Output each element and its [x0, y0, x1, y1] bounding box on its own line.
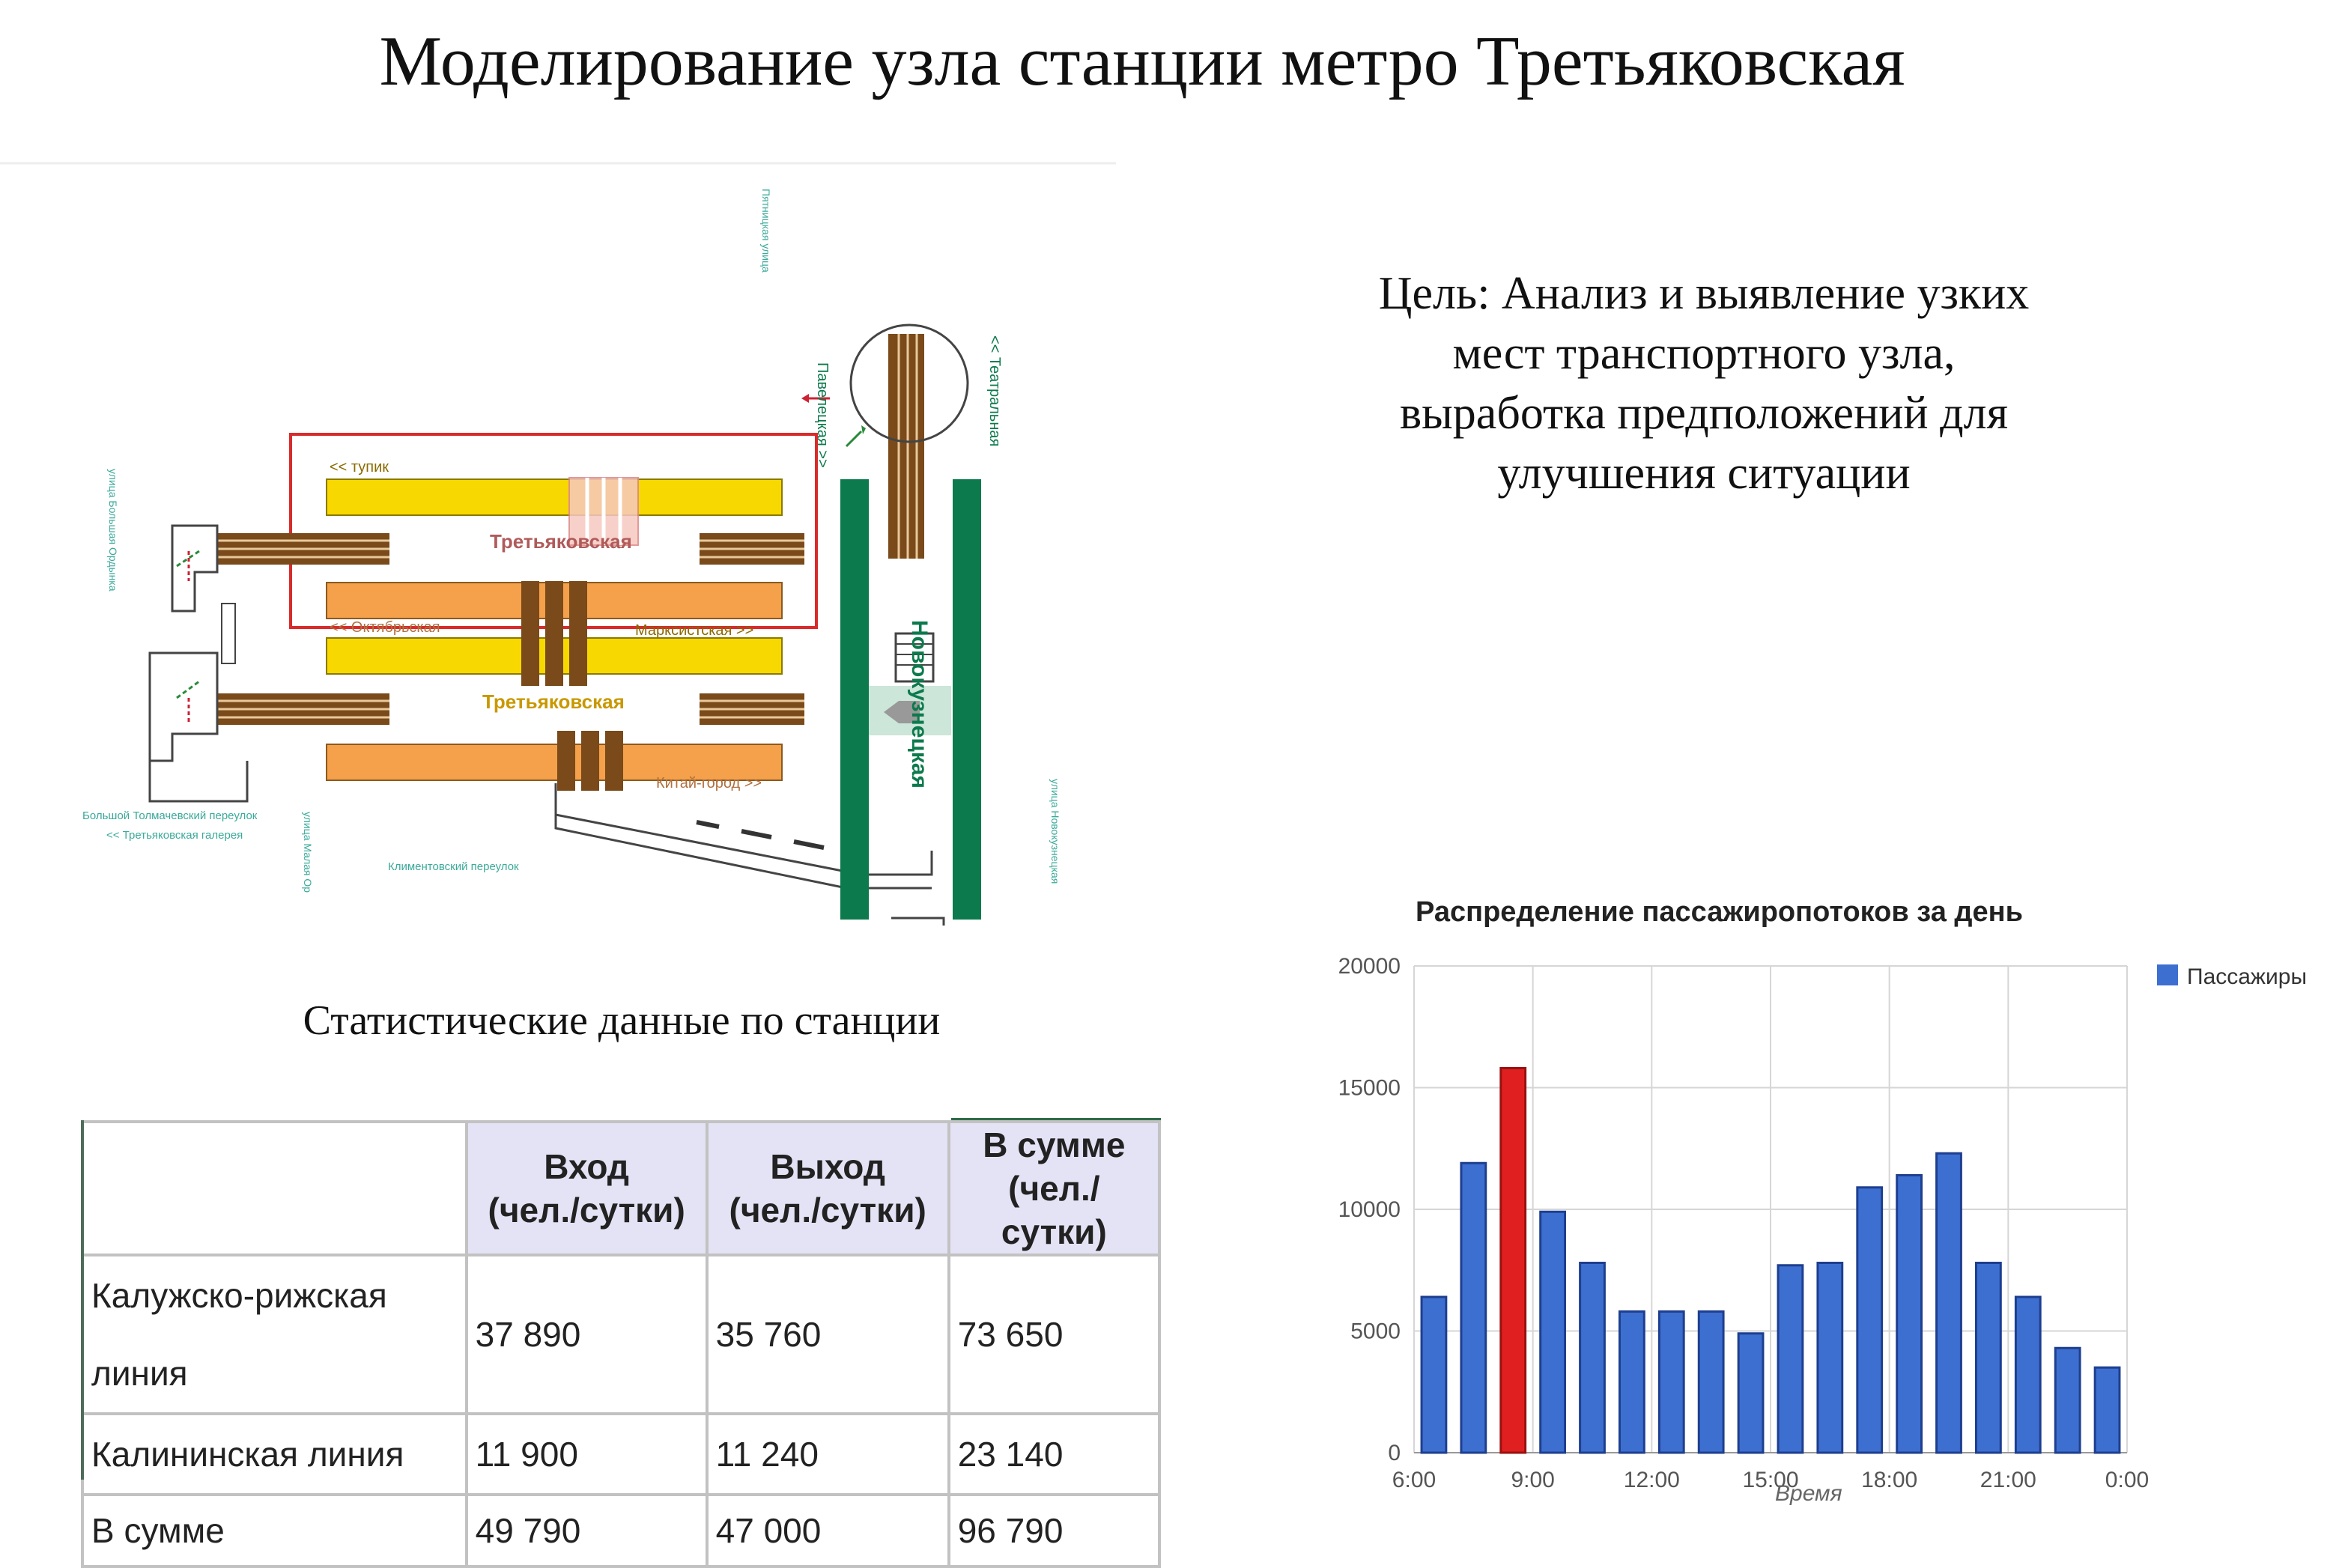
- dir-oktyabrskaya: << Октябрьская: [330, 619, 440, 636]
- column-header-out: Выход (чел./сутки): [705, 1120, 950, 1256]
- dir-tupik: << тупик: [330, 459, 389, 475]
- goal-statement: Цель: Анализ и выявление узких мест тран…: [1303, 264, 2105, 503]
- table-accent-top: [951, 1118, 1161, 1121]
- street-pyatnitskaya: Пятницкая улица: [760, 189, 772, 273]
- street-novokuznetskaya: улица Новокузнецкая: [1049, 779, 1061, 884]
- platform-green-right: [953, 479, 981, 920]
- cell-in: 37 890: [464, 1254, 709, 1415]
- chart-y-ticks: 0 5000 10000 15000 20000: [1338, 954, 1401, 1465]
- escalators-right-bottom: [700, 693, 804, 725]
- cell-sum: 96 790: [947, 1493, 1162, 1568]
- row-label: В сумме: [81, 1493, 468, 1568]
- crossing-stairs: [521, 581, 623, 791]
- goal-line: мест транспортного узла,: [1452, 328, 1956, 379]
- bar: [1935, 1152, 1962, 1454]
- chart-title: Распределение пассажиропотоков за день: [1416, 896, 2023, 928]
- x-tick-label: 9:00: [1511, 1468, 1554, 1492]
- table-row: Калужско-рижская линия 37 890 35 760 73 …: [81, 1254, 1162, 1415]
- y-tick-label: 0: [1388, 1441, 1401, 1465]
- x-tick-label: 0:00: [2105, 1468, 2149, 1492]
- table-accent-left: [81, 1120, 84, 1480]
- goal-line: улучшения ситуации: [1497, 448, 1911, 499]
- x-axis-label: Время: [1775, 1481, 1842, 1506]
- bar: [2014, 1295, 2042, 1454]
- table-row: В сумме 49 790 47 000 96 790: [81, 1493, 1162, 1568]
- slide-title: Моделирование узла станции метро Третьяк…: [379, 22, 1905, 100]
- street-malaya-ordynka: улица Малая Ор: [302, 812, 314, 893]
- cell-in: 11 900: [464, 1412, 709, 1496]
- column-header-in: Вход (чел./сутки): [464, 1120, 709, 1256]
- bar: [1856, 1186, 1884, 1454]
- bar: [1420, 1295, 1448, 1454]
- dir-kitai-gorod: Китай-город >>: [656, 775, 762, 791]
- street-bolshaya-ordynka: улица Большая Ордынка: [107, 469, 119, 592]
- bar-highlight: [1499, 1067, 1527, 1454]
- street-klimentovsky: Климентовский переулок: [388, 860, 519, 873]
- goal-line: Цель: Анализ и выявление узких: [1378, 268, 2030, 319]
- station-label-right: Новокузнецкая: [907, 620, 932, 788]
- cell-out: 35 760: [705, 1254, 950, 1415]
- bar: [1974, 1262, 2002, 1454]
- station-scheme: Третьяковская Третьяковская Новокузнецка…: [0, 162, 1123, 926]
- y-tick-label: 15000: [1338, 1076, 1401, 1101]
- y-tick-label: 5000: [1350, 1319, 1401, 1344]
- bar: [1618, 1310, 1645, 1454]
- street-tolmachevsky: Большой Толмачевский переулок: [82, 809, 258, 822]
- goal-line: выработка предположений для: [1399, 388, 2009, 439]
- bar: [2093, 1366, 2121, 1454]
- row-label: Калининская линия: [81, 1412, 468, 1496]
- station-label-bottom: Третьяковская: [482, 690, 625, 713]
- bar: [1777, 1264, 1804, 1454]
- bar: [1697, 1310, 1725, 1454]
- y-tick-label: 20000: [1338, 954, 1401, 979]
- bar: [1816, 1262, 1844, 1454]
- dir-teatralnaya: << Театральная: [986, 335, 1003, 446]
- escalators-left-bottom: [217, 693, 389, 725]
- chart-bars: [1420, 1067, 2121, 1454]
- escalators-right-top: [700, 533, 804, 565]
- station-scheme-svg: Третьяковская Третьяковская Новокузнецка…: [0, 162, 1116, 926]
- passenger-flow-chart: Распределение пассажиропотоков за день 0…: [1303, 875, 2345, 1534]
- x-tick-label: 15:00: [1742, 1468, 1798, 1492]
- legend-swatch: [2157, 964, 2178, 985]
- station-label-top: Третьяковская: [490, 530, 632, 553]
- gallery-label: << Третьяковская галерея: [106, 829, 243, 842]
- cell-sum: 23 140: [947, 1412, 1162, 1496]
- table-header-row: Вход (чел./сутки) Выход (чел./сутки) В с…: [81, 1120, 1162, 1256]
- cell-out: 47 000: [705, 1493, 950, 1568]
- chart-x-ticks: 6:00 9:00 12:00 15:00 18:00 21:00 0:00: [1392, 1468, 2149, 1492]
- bar: [1539, 1210, 1567, 1454]
- dir-marksistskaya: Марксистская >>: [635, 622, 753, 639]
- x-tick-label: 12:00: [1624, 1468, 1680, 1492]
- x-tick-label: 21:00: [1980, 1468, 2036, 1492]
- cell-out: 11 240: [705, 1412, 950, 1496]
- bar: [1737, 1332, 1765, 1454]
- x-tick-label: 6:00: [1392, 1468, 1436, 1492]
- table-corner-cell: [81, 1120, 468, 1256]
- x-tick-label: 18:00: [1861, 1468, 1917, 1492]
- row-label: Калужско-рижская линия: [81, 1254, 468, 1415]
- bar: [1896, 1174, 1923, 1454]
- legend-label: Пассажиры: [2187, 964, 2307, 989]
- dir-paveletskaya: Павелецкая >>: [814, 362, 831, 468]
- table-row: Калининская линия 11 900 11 240 23 140: [81, 1412, 1162, 1496]
- stats-caption: Статистические данные по станции: [303, 997, 941, 1044]
- cell-sum: 73 650: [947, 1254, 1162, 1415]
- y-tick-label: 10000: [1338, 1197, 1401, 1222]
- round-vestibule: [849, 323, 969, 443]
- bar: [1579, 1262, 1606, 1454]
- chart-grid: [1413, 965, 2128, 1453]
- bar: [1460, 1161, 1487, 1454]
- bar: [2054, 1346, 2081, 1454]
- column-header-sum: В сумме (чел./сутки): [947, 1120, 1162, 1256]
- platform-yellow-top: [326, 478, 783, 516]
- cell-in: 49 790: [464, 1493, 709, 1568]
- stats-table: Вход (чел./сутки) Выход (чел./сутки) В с…: [81, 1120, 1162, 1568]
- bar: [1657, 1310, 1685, 1454]
- platform-green-left: [840, 479, 869, 920]
- escalators-left-top: [217, 533, 389, 565]
- platform-orange-bottom: [326, 744, 783, 781]
